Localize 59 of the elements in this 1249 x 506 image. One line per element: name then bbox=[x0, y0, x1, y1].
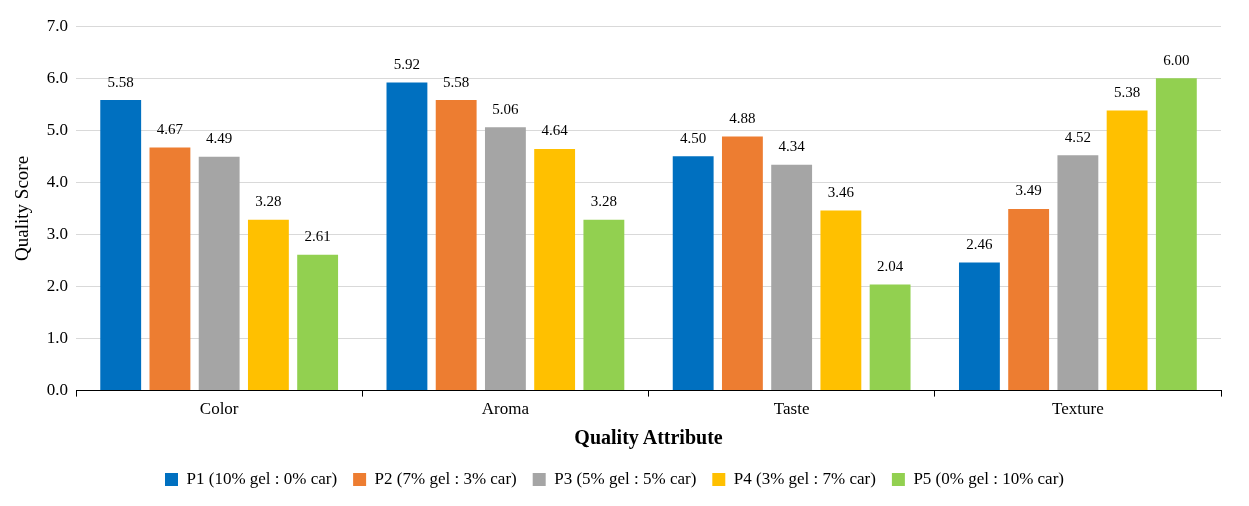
y-tick-label: 0.0 bbox=[46, 380, 69, 400]
legend-label: P2 (7% gel : 3% car) bbox=[374, 468, 517, 488]
y-axis-title: Quality Score bbox=[11, 155, 33, 261]
bar bbox=[386, 82, 428, 391]
bar bbox=[149, 147, 191, 391]
y-tick-label: 4.0 bbox=[46, 171, 69, 191]
legend-label: P5 (0% gel : 10% car) bbox=[913, 468, 1064, 488]
bar bbox=[1057, 155, 1099, 391]
data-label: 3.28 bbox=[590, 193, 617, 210]
bar bbox=[1106, 110, 1148, 391]
x-axis-title: Quality Attribute bbox=[574, 426, 723, 450]
bar bbox=[484, 127, 526, 391]
x-tick-label: Aroma bbox=[481, 399, 530, 419]
data-label: 4.50 bbox=[680, 129, 707, 146]
y-tick-label: 6.0 bbox=[46, 67, 69, 87]
bar bbox=[435, 100, 477, 391]
bar bbox=[958, 262, 1000, 391]
data-label: 4.64 bbox=[541, 122, 569, 139]
y-tick-label: 5.0 bbox=[46, 119, 69, 139]
bar bbox=[247, 219, 289, 391]
data-label: 4.34 bbox=[778, 138, 806, 155]
bar bbox=[771, 164, 813, 391]
bar bbox=[820, 210, 862, 391]
y-tick-label: 7.0 bbox=[46, 15, 69, 35]
y-tick-label: 2.0 bbox=[46, 275, 69, 295]
bar bbox=[1008, 208, 1050, 391]
bar bbox=[721, 136, 763, 391]
data-label: 5.58 bbox=[443, 73, 470, 90]
bar bbox=[869, 284, 911, 391]
bar bbox=[672, 156, 714, 391]
data-label: 4.49 bbox=[206, 130, 233, 147]
x-tick-label: Taste bbox=[773, 399, 810, 419]
bar bbox=[1155, 78, 1197, 391]
legend-label: P4 (3% gel : 7% car) bbox=[733, 468, 876, 488]
data-label: 2.46 bbox=[966, 235, 994, 252]
data-label: 3.46 bbox=[827, 183, 855, 200]
data-label: 3.28 bbox=[255, 193, 282, 210]
data-label: 3.49 bbox=[1015, 182, 1042, 199]
data-label: 4.52 bbox=[1064, 128, 1092, 145]
data-label: 5.06 bbox=[492, 100, 520, 117]
x-tick-label: Texture bbox=[1052, 399, 1104, 419]
x-tick-label: Color bbox=[199, 399, 239, 419]
data-label: 5.58 bbox=[107, 73, 134, 90]
bar bbox=[297, 254, 339, 391]
data-label: 2.61 bbox=[304, 228, 331, 245]
legend-label: P1 (10% gel : 0% car) bbox=[186, 468, 338, 488]
data-label: 6.00 bbox=[1163, 51, 1190, 68]
bar bbox=[100, 100, 142, 391]
data-label: 2.04 bbox=[876, 257, 904, 274]
bar bbox=[198, 156, 240, 391]
data-label: 4.67 bbox=[156, 120, 184, 137]
data-label: 5.38 bbox=[1113, 83, 1141, 100]
bar bbox=[583, 219, 625, 391]
data-label: 4.88 bbox=[729, 110, 756, 126]
data-label: 5.92 bbox=[393, 55, 421, 72]
legend-label: P3 (5% gel : 5% car) bbox=[554, 468, 697, 488]
y-tick-label: 1.0 bbox=[46, 328, 69, 348]
bar bbox=[534, 149, 576, 391]
y-tick-label: 3.0 bbox=[46, 223, 69, 243]
